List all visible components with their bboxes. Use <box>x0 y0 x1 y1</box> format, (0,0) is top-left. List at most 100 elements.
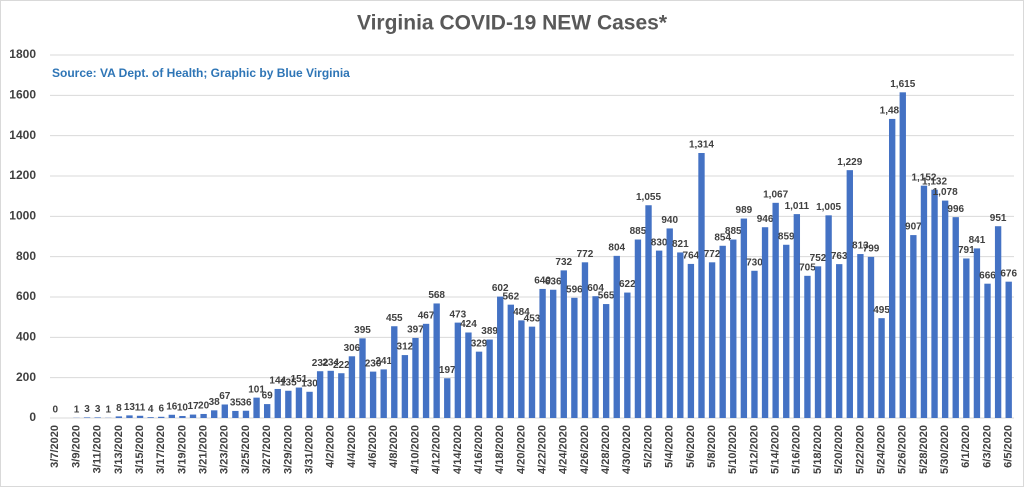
data-label: 1,132 <box>922 176 947 187</box>
bar <box>963 258 970 418</box>
data-label: 35 <box>230 398 242 409</box>
x-tick-label: 3/7/2020 <box>49 425 61 468</box>
x-tick-label: 3/29/2020 <box>282 425 294 474</box>
data-label: 135 <box>280 377 297 388</box>
bar <box>391 326 398 418</box>
data-label: 813 <box>852 241 869 252</box>
x-tick-label: 3/13/2020 <box>113 425 125 474</box>
data-label: 854 <box>714 232 731 243</box>
x-tick-label: 5/2/2020 <box>642 425 654 468</box>
x-tick-label: 3/15/2020 <box>134 425 146 474</box>
x-tick-label: 3/27/2020 <box>261 425 273 474</box>
bar <box>253 397 260 418</box>
bar <box>719 245 726 418</box>
data-label: 467 <box>418 310 435 321</box>
data-label: 38 <box>209 397 221 408</box>
x-tick-label: 6/1/2020 <box>960 425 972 468</box>
data-label: 804 <box>608 243 625 254</box>
data-label: 230 <box>365 358 382 369</box>
data-label: 10 <box>177 403 189 414</box>
x-tick-label: 4/20/2020 <box>515 425 527 474</box>
bar <box>168 414 176 418</box>
x-tick-label: 5/30/2020 <box>939 425 951 474</box>
bar <box>740 218 748 418</box>
x-tick-label: 3/31/2020 <box>303 425 315 474</box>
bar <box>539 288 546 418</box>
data-label: 841 <box>969 235 986 246</box>
x-tick-label: 4/26/2020 <box>579 425 591 474</box>
bar <box>263 404 271 418</box>
bar <box>528 326 536 418</box>
data-label: 495 <box>873 305 890 316</box>
y-tick-label: 800 <box>16 249 36 263</box>
data-label: 36 <box>240 397 252 408</box>
bar <box>200 413 207 418</box>
bar <box>285 390 292 418</box>
bar <box>497 296 504 418</box>
data-label: 395 <box>354 325 371 336</box>
bar <box>581 262 589 418</box>
data-label: 1,152 <box>911 172 936 183</box>
data-label: 16 <box>166 401 178 412</box>
data-label: 1,067 <box>763 189 788 200</box>
bar <box>232 410 239 418</box>
data-label: 791 <box>958 245 975 256</box>
data-label: 306 <box>344 343 361 354</box>
data-label: 565 <box>598 291 615 302</box>
x-tick-label: 4/10/2020 <box>409 425 421 474</box>
bar <box>242 410 250 418</box>
bar <box>115 416 123 418</box>
bar <box>316 371 324 418</box>
data-label: 453 <box>524 313 541 324</box>
bar <box>550 289 557 418</box>
data-label: 0 <box>53 405 59 416</box>
bar <box>518 320 525 418</box>
data-label: 1 <box>74 404 80 415</box>
data-label: 732 <box>555 257 572 268</box>
data-label: 764 <box>683 251 700 262</box>
data-label: 622 <box>619 279 636 290</box>
x-tick-label: 5/24/2020 <box>875 425 887 474</box>
bar <box>888 118 896 418</box>
data-label: 907 <box>905 222 922 233</box>
bar <box>179 415 186 418</box>
x-tick-label: 3/17/2020 <box>155 425 167 474</box>
bar <box>338 373 345 418</box>
data-label: 473 <box>450 309 467 320</box>
data-label: 859 <box>778 231 795 242</box>
bar <box>94 417 101 418</box>
bar <box>348 356 356 418</box>
data-label: 197 <box>439 365 456 376</box>
data-label: 1,011 <box>785 201 810 212</box>
data-label: 20 <box>198 401 210 412</box>
bar <box>624 292 631 418</box>
bar <box>380 369 387 418</box>
y-tick-label: 1400 <box>9 128 36 142</box>
bar <box>613 255 620 418</box>
bar <box>825 215 832 418</box>
bar <box>994 226 1002 418</box>
x-tick-label: 3/23/2020 <box>219 425 231 474</box>
x-tick-label: 5/18/2020 <box>812 425 824 474</box>
data-label: 1,078 <box>933 187 958 198</box>
data-label: 730 <box>746 257 763 268</box>
data-label: 640 <box>534 276 551 287</box>
bar <box>306 391 313 418</box>
x-tick-label: 5/12/2020 <box>748 425 760 474</box>
x-tick-label: 3/11/2020 <box>92 425 104 473</box>
bar <box>730 239 737 418</box>
x-tick-label: 5/20/2020 <box>833 425 845 474</box>
data-label: 13 <box>124 402 136 413</box>
y-tick-label: 0 <box>29 410 36 424</box>
y-tick-label: 1200 <box>9 168 36 182</box>
x-tick-label: 5/6/2020 <box>685 425 697 468</box>
data-label: 1,229 <box>837 157 862 168</box>
bar <box>221 404 228 418</box>
y-tick-label: 1000 <box>9 209 36 223</box>
bar <box>465 332 472 418</box>
x-tick-label: 5/22/2020 <box>854 425 866 474</box>
bar <box>867 256 875 418</box>
data-label: 885 <box>725 226 742 237</box>
x-tick-label: 4/6/2020 <box>367 425 379 468</box>
